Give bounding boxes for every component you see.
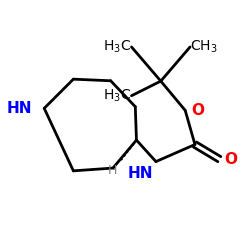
Text: $\mathregular{CH_3}$: $\mathregular{CH_3}$ (190, 39, 218, 55)
Text: H: H (108, 164, 117, 177)
Text: O: O (191, 103, 204, 118)
Text: $\mathregular{H_3C}$: $\mathregular{H_3C}$ (104, 88, 132, 104)
Text: HN: HN (128, 166, 154, 182)
Text: O: O (224, 152, 237, 167)
Text: HN: HN (6, 101, 32, 116)
Text: $\mathregular{H_3C}$: $\mathregular{H_3C}$ (104, 39, 132, 55)
